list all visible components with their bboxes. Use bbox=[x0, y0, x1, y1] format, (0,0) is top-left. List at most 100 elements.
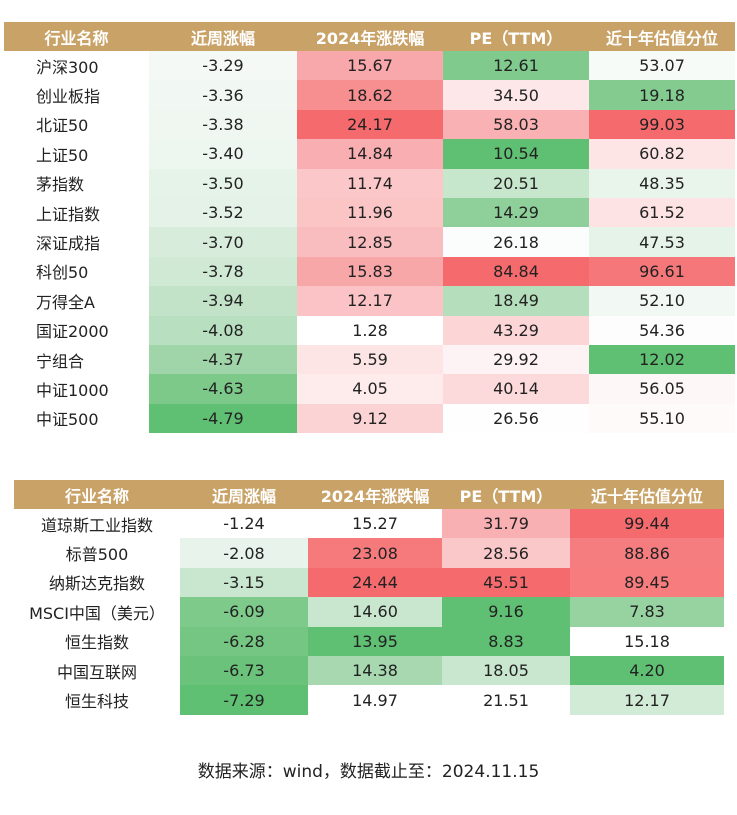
weekly-change-cell: -4.63 bbox=[149, 374, 297, 404]
weekly-change-cell: -4.37 bbox=[149, 344, 297, 375]
valuation-percentile-cell: 56.05 bbox=[589, 374, 735, 404]
valuation-percentile-cell: 12.17 bbox=[570, 685, 724, 715]
name-cell: 上证指数 bbox=[4, 197, 149, 228]
valuation-percentile-cell: 19.18 bbox=[589, 80, 735, 110]
table-row: 道琼斯工业指数 -1.24 15.27 31.79 99.44 bbox=[14, 509, 724, 539]
pe-ttm-cell: 12.61 bbox=[443, 51, 589, 81]
column-header: 行业名称 bbox=[4, 22, 149, 51]
name-cell: 国证2000 bbox=[4, 315, 149, 345]
name-cell: MSCI中国（美元） bbox=[14, 597, 180, 627]
pe-ttm-cell: 9.16 bbox=[442, 597, 570, 627]
table-row: 沪深300 -3.29 15.67 12.61 53.07 bbox=[4, 51, 735, 81]
name-cell: 沪深300 bbox=[4, 51, 149, 81]
valuation-percentile-cell: 12.02 bbox=[589, 344, 735, 375]
valuation-percentile-cell: 7.83 bbox=[570, 597, 724, 627]
table-row: 上证指数 -3.52 11.96 14.29 61.52 bbox=[4, 197, 735, 228]
weekly-change-cell: -2.08 bbox=[180, 538, 308, 568]
pe-ttm-cell: 29.92 bbox=[443, 344, 589, 375]
valuation-percentile-cell: 99.44 bbox=[570, 509, 724, 539]
column-header: 近十年估值分位 bbox=[570, 480, 724, 509]
ytd-change-cell: 18.62 bbox=[297, 80, 443, 110]
table-header-row: 行业名称 近周涨幅 2024年涨跌幅 PE（TTM） 近十年估值分位 bbox=[4, 22, 735, 51]
valuation-percentile-cell: 89.45 bbox=[570, 567, 724, 598]
name-cell: 北证50 bbox=[4, 109, 149, 140]
weekly-change-cell: -3.94 bbox=[149, 286, 297, 316]
weekly-change-cell: -3.29 bbox=[149, 51, 297, 81]
table-row: 纳斯达克指数 -3.15 24.44 45.51 89.45 bbox=[14, 567, 724, 598]
pe-ttm-cell: 43.29 bbox=[443, 315, 589, 345]
weekly-change-cell: -3.52 bbox=[149, 197, 297, 228]
pe-ttm-cell: 31.79 bbox=[442, 509, 570, 539]
ytd-change-cell: 15.83 bbox=[297, 256, 443, 287]
name-cell: 恒生指数 bbox=[14, 626, 180, 656]
name-cell: 恒生科技 bbox=[14, 685, 180, 715]
ytd-change-cell: 1.28 bbox=[297, 315, 443, 345]
column-header: 行业名称 bbox=[14, 480, 180, 509]
table-row: 中证1000 -4.63 4.05 40.14 56.05 bbox=[4, 374, 735, 404]
name-cell: 创业板指 bbox=[4, 80, 149, 110]
table-row: 创业板指 -3.36 18.62 34.50 19.18 bbox=[4, 80, 735, 110]
weekly-change-cell: -4.79 bbox=[149, 403, 297, 434]
source-note: 数据来源：wind，数据截止至：2024.11.15 bbox=[197, 762, 540, 782]
ytd-change-cell: 11.96 bbox=[297, 197, 443, 228]
ytd-change-cell: 24.17 bbox=[297, 109, 443, 140]
ytd-change-cell: 15.27 bbox=[308, 509, 442, 539]
ytd-change-cell: 5.59 bbox=[297, 344, 443, 375]
valuation-percentile-cell: 52.10 bbox=[589, 286, 735, 316]
weekly-change-cell: -3.38 bbox=[149, 109, 297, 140]
table-row: 茅指数 -3.50 11.74 20.51 48.35 bbox=[4, 168, 735, 198]
ytd-change-cell: 11.74 bbox=[297, 168, 443, 198]
ytd-change-cell: 14.84 bbox=[297, 139, 443, 169]
pe-ttm-cell: 45.51 bbox=[442, 567, 570, 598]
pe-ttm-cell: 8.83 bbox=[442, 626, 570, 656]
valuation-percentile-cell: 88.86 bbox=[570, 538, 724, 568]
table-row: 中证500 -4.79 9.12 26.56 55.10 bbox=[4, 403, 735, 434]
valuation-percentile-cell: 53.07 bbox=[589, 51, 735, 81]
table-row: 宁组合 -4.37 5.59 29.92 12.02 bbox=[4, 344, 735, 375]
ytd-change-cell: 15.67 bbox=[297, 51, 443, 81]
name-cell: 宁组合 bbox=[4, 344, 149, 375]
table-row: 标普500 -2.08 23.08 28.56 88.86 bbox=[14, 538, 724, 568]
weekly-change-cell: -6.09 bbox=[180, 597, 308, 627]
weekly-change-cell: -7.29 bbox=[180, 685, 308, 715]
pe-ttm-cell: 58.03 bbox=[443, 109, 589, 140]
pe-ttm-cell: 18.49 bbox=[443, 286, 589, 316]
name-cell: 上证50 bbox=[4, 139, 149, 169]
pe-ttm-cell: 21.51 bbox=[442, 685, 570, 715]
valuation-percentile-cell: 99.03 bbox=[589, 109, 735, 140]
ytd-change-cell: 12.85 bbox=[297, 227, 443, 257]
ytd-change-cell: 9.12 bbox=[297, 403, 443, 434]
name-cell: 万得全A bbox=[4, 286, 149, 316]
weekly-change-cell: -3.78 bbox=[149, 256, 297, 287]
column-header: 2024年涨跌幅 bbox=[308, 480, 442, 509]
weekly-change-cell: -3.15 bbox=[180, 567, 308, 598]
table-row: 恒生科技 -7.29 14.97 21.51 12.17 bbox=[14, 685, 724, 715]
weekly-change-cell: -3.70 bbox=[149, 227, 297, 257]
valuation-percentile-cell: 4.20 bbox=[570, 655, 724, 686]
column-header: PE（TTM） bbox=[442, 480, 570, 509]
table-row: MSCI中国（美元） -6.09 14.60 9.16 7.83 bbox=[14, 597, 724, 627]
weekly-change-cell: -1.24 bbox=[180, 509, 308, 539]
overseas-index-table: 行业名称 近周涨幅 2024年涨跌幅 PE（TTM） 近十年估值分位 道琼斯工业指数 -1… bbox=[14, 480, 724, 715]
valuation-percentile-cell: 15.18 bbox=[570, 626, 724, 656]
name-cell: 科创50 bbox=[4, 256, 149, 287]
column-header: 近周涨幅 bbox=[180, 480, 308, 509]
pe-ttm-cell: 84.84 bbox=[443, 256, 589, 287]
valuation-percentile-cell: 60.82 bbox=[589, 139, 735, 169]
valuation-percentile-cell: 47.53 bbox=[589, 227, 735, 257]
column-header: PE（TTM） bbox=[443, 22, 589, 51]
column-header: 近周涨幅 bbox=[149, 22, 297, 51]
ytd-change-cell: 14.38 bbox=[308, 655, 442, 686]
table-row: 深证成指 -3.70 12.85 26.18 47.53 bbox=[4, 227, 735, 257]
pe-ttm-cell: 34.50 bbox=[443, 80, 589, 110]
name-cell: 道琼斯工业指数 bbox=[14, 509, 180, 539]
pe-ttm-cell: 20.51 bbox=[443, 168, 589, 198]
ytd-change-cell: 12.17 bbox=[297, 286, 443, 316]
weekly-change-cell: -3.50 bbox=[149, 168, 297, 198]
valuation-percentile-cell: 61.52 bbox=[589, 197, 735, 228]
ytd-change-cell: 13.95 bbox=[308, 626, 442, 656]
column-header: 2024年涨跌幅 bbox=[297, 22, 443, 51]
valuation-percentile-cell: 54.36 bbox=[589, 315, 735, 345]
ytd-change-cell: 23.08 bbox=[308, 538, 442, 568]
table-row: 恒生指数 -6.28 13.95 8.83 15.18 bbox=[14, 626, 724, 656]
